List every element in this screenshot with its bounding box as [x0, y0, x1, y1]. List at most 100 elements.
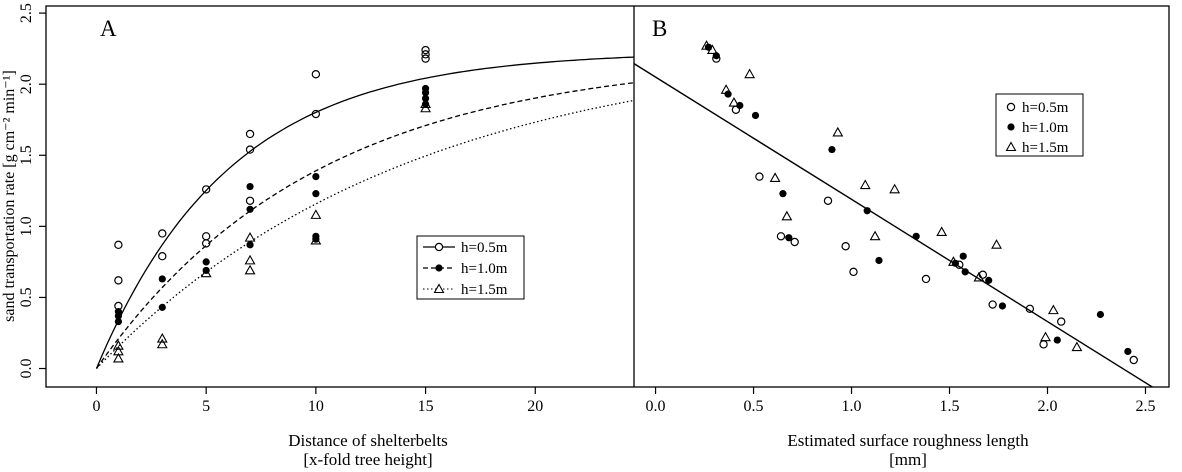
x-axis-label-a: Distance of shelterbelts [288, 431, 448, 450]
x-axis-label-a-unit: [x-fold tree height] [303, 450, 432, 469]
y-tick-label-0: 0.0 [18, 359, 35, 379]
x-tick-label-b-5: 2.5 [1135, 398, 1155, 415]
data-point-a-s2-4 [156, 338, 168, 349]
data-point-b-s2-12 [947, 256, 959, 266]
legend-a-label-3: h=1.5m [461, 282, 508, 298]
data-point-a-s1-13 [312, 235, 320, 243]
data-point-b-s0-3 [776, 232, 786, 241]
data-point-b-s1-14 [985, 276, 993, 284]
data-point-a-s0-14 [421, 50, 430, 59]
data-point-b-s1-9 [875, 256, 883, 265]
legend-b-marker-filled-circle [1007, 123, 1015, 131]
data-point-b-s0-12 [1025, 304, 1035, 314]
points-layer [112, 40, 1138, 365]
legend-b-label-2: h=1.0m [1022, 120, 1069, 136]
axes-layer: 0 5 10 15 20 0.0 0.5 1.0 1.5 2.0 2.5 0.0 0.5 1.0 1.5 2.… [18, 3, 1155, 415]
fit-curve-dashed [95, 82, 635, 369]
legend-a-marker-open-circle [434, 242, 444, 252]
data-point-b-s2-14 [991, 239, 1002, 249]
data-point-b-s1-3 [736, 101, 744, 110]
x-tick-label-a-0: 0 [92, 398, 100, 415]
y-tick-label-5: 2.5 [18, 3, 35, 23]
data-point-b-s2-2 [720, 84, 732, 94]
x-tick-label-b-4: 2.0 [1037, 398, 1057, 415]
data-point-b-s2-6 [781, 210, 793, 221]
data-point-b-s1-6 [785, 234, 793, 242]
data-point-b-s2-13 [973, 271, 985, 282]
data-point-a-s0-3 [158, 229, 167, 238]
data-point-a-s0-13 [421, 45, 430, 55]
data-point-b-s2-17 [1071, 341, 1083, 352]
legend-a-marker-filled-circle [435, 264, 443, 272]
data-point-a-s0-5 [201, 185, 211, 194]
legend-panel-b: h=0.5m h=1.0m h=1.5m [995, 93, 1084, 157]
legend-panel-a: h=0.5m h=1.0m h=1.5m [416, 235, 525, 300]
data-point-a-s2-11 [420, 98, 432, 109]
data-point-b-s0-8 [921, 274, 931, 284]
data-point-a-s1-7 [246, 182, 254, 191]
data-point-b-s0-14 [1057, 317, 1066, 326]
data-point-b-s1-15 [998, 302, 1007, 310]
fit-curve-dotted [96, 99, 635, 369]
data-point-b-s2-15 [1040, 331, 1051, 342]
data-point-a-s1-2 [114, 318, 123, 326]
data-point-b-s1-10 [912, 232, 920, 240]
data-point-a-s1-10 [312, 172, 320, 181]
data-point-b-s1-8 [863, 207, 871, 215]
data-point-a-s0-4 [158, 252, 167, 261]
lines-layer [95, 56, 1153, 388]
data-point-a-s2-0 [112, 340, 124, 350]
data-point-b-s1-2 [724, 90, 732, 98]
data-point-a-s0-1 [114, 276, 123, 285]
data-point-a-s2-6 [244, 232, 256, 242]
legend-b-label-1: h=0.5m [1022, 100, 1069, 116]
data-point-b-s1-18 [1124, 347, 1132, 356]
data-point-b-s2-9 [869, 230, 881, 241]
data-point-a-s2-10 [310, 234, 322, 245]
data-point-a-s1-4 [158, 303, 166, 311]
data-point-b-s1-16 [1053, 336, 1061, 344]
data-point-a-s2-12 [420, 102, 432, 113]
x-tick-label-a-3: 15 [418, 398, 434, 415]
x-axis-label-b-unit: [mm] [889, 450, 927, 469]
regression-line [633, 63, 1153, 388]
data-point-a-s0-10 [245, 196, 255, 205]
data-point-a-s0-0 [114, 240, 123, 250]
legend-a-label-2: h=1.0m [461, 261, 508, 277]
data-point-b-s1-4 [751, 111, 760, 120]
x-tick-label-b-2: 1.0 [842, 398, 862, 415]
data-point-b-s0-10 [978, 270, 988, 279]
data-point-b-s0-6 [841, 242, 850, 251]
data-point-a-s0-8 [245, 129, 255, 139]
data-point-b-s0-15 [1129, 355, 1138, 365]
x-tick-label-a-2: 10 [308, 398, 324, 415]
data-point-a-s1-8 [246, 205, 254, 213]
data-point-b-s2-4 [744, 68, 756, 79]
x-tick-label-a-4: 20 [527, 398, 543, 415]
panel-letter-b: B [652, 16, 667, 41]
legend-b-label-3: h=1.5m [1022, 140, 1069, 156]
x-tick-label-a-1: 5 [202, 398, 210, 415]
legend-b-marker-open-circle [1006, 102, 1016, 112]
x-tick-label-b-3: 1.5 [940, 398, 960, 415]
data-point-b-s0-11 [988, 300, 997, 309]
data-point-a-s0-12 [311, 109, 321, 119]
x-tick-label-b-1: 0.5 [744, 398, 764, 415]
fit-curve-solid [95, 56, 635, 369]
legend-b-marker-triangle [1005, 141, 1017, 152]
y-tick-label-4: 2.0 [18, 74, 35, 94]
y-tick-label-3: 1.5 [18, 145, 35, 165]
y-tick-label-1: 0.5 [18, 287, 35, 307]
data-point-b-s0-2 [755, 172, 764, 181]
data-point-b-s2-11 [936, 226, 948, 236]
data-point-a-s0-15 [421, 54, 430, 63]
y-axis-label: sand transportation rate [g cm⁻² min⁻¹] [1, 70, 18, 322]
legend-a-label-1: h=0.5m [461, 240, 508, 256]
data-point-b-s1-17 [1096, 310, 1105, 319]
legend-a-marker-triangle [433, 283, 445, 294]
data-point-a-s0-11 [311, 70, 321, 79]
data-point-a-s1-15 [421, 89, 430, 97]
data-point-b-s1-12 [959, 252, 967, 260]
data-point-b-s2-3 [728, 96, 740, 107]
